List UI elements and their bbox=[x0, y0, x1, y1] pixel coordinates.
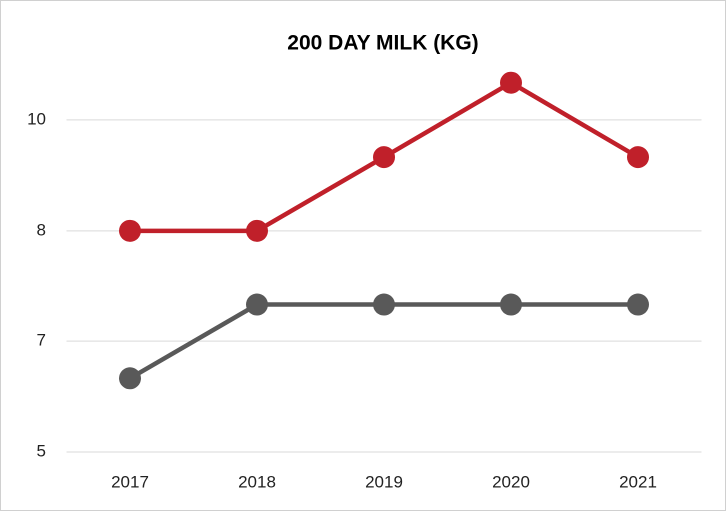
y-tick-label: 8 bbox=[37, 220, 46, 239]
series-marker bbox=[373, 293, 395, 316]
x-tick-label: 2020 bbox=[492, 472, 530, 491]
series-marker bbox=[500, 293, 522, 316]
x-tick-label: 2018 bbox=[238, 472, 276, 491]
series-marker bbox=[246, 293, 268, 316]
series-marker bbox=[373, 146, 395, 169]
chart-title: 200 DAY MILK (KG) bbox=[287, 32, 478, 55]
y-tick-label: 7 bbox=[37, 331, 46, 350]
x-tick-label: 2017 bbox=[111, 472, 149, 491]
x-tick-label: 2021 bbox=[619, 472, 657, 491]
series-marker bbox=[246, 219, 268, 242]
series-marker bbox=[627, 146, 649, 169]
x-tick-label: 2019 bbox=[365, 472, 403, 491]
y-tick-label: 10 bbox=[27, 109, 46, 128]
series-marker bbox=[119, 219, 141, 242]
series-marker bbox=[627, 293, 649, 316]
series-marker bbox=[119, 367, 141, 390]
series-marker bbox=[500, 71, 522, 94]
y-tick-label: 5 bbox=[37, 441, 46, 460]
